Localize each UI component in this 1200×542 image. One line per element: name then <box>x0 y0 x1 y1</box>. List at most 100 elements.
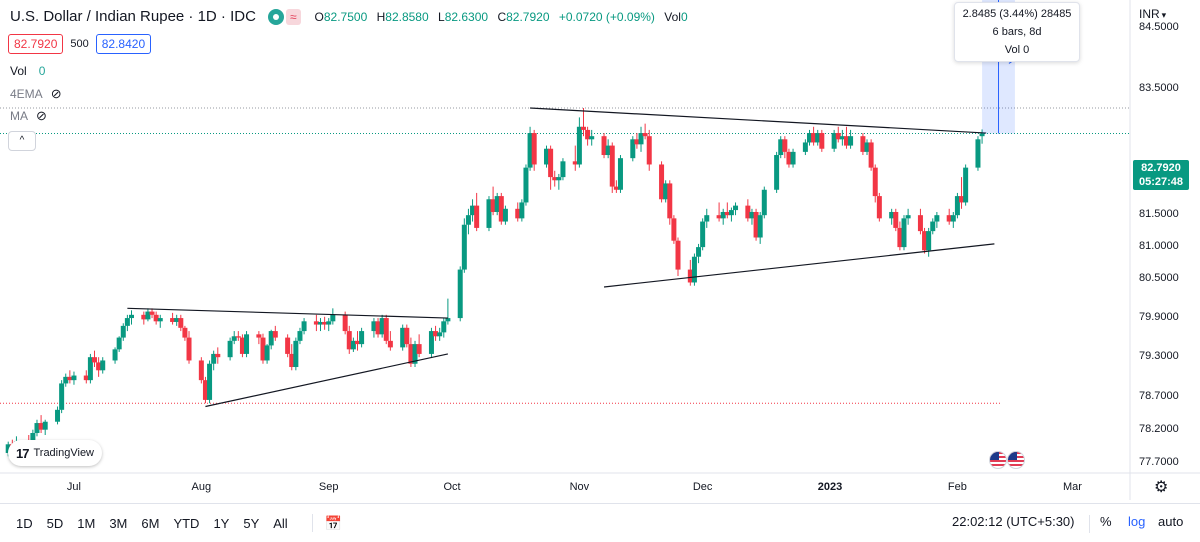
candle[interactable] <box>400 324 406 351</box>
market-open-icon[interactable] <box>267 8 284 25</box>
candle[interactable] <box>839 129 845 146</box>
candle[interactable] <box>318 318 324 332</box>
candle[interactable] <box>153 311 159 325</box>
range-6m-button[interactable]: 6M <box>141 515 160 531</box>
candle[interactable] <box>946 208 952 225</box>
candle[interactable] <box>700 218 706 251</box>
candle[interactable] <box>330 308 336 325</box>
candle[interactable] <box>749 208 755 225</box>
candle[interactable] <box>519 199 525 222</box>
range-3m-button[interactable]: 3M <box>109 515 128 531</box>
candle[interactable] <box>917 208 923 235</box>
candle[interactable] <box>515 202 521 222</box>
candle[interactable] <box>289 344 295 371</box>
candle[interactable] <box>285 334 291 358</box>
candle[interactable] <box>667 180 673 225</box>
candle[interactable] <box>609 142 615 193</box>
gear-icon[interactable]: ⚙ <box>1154 479 1169 496</box>
candle[interactable] <box>901 215 907 251</box>
candle[interactable] <box>268 329 274 350</box>
candle[interactable] <box>297 327 303 345</box>
candle[interactable] <box>235 331 241 341</box>
candle[interactable] <box>178 314 184 332</box>
candle[interactable] <box>202 376 208 404</box>
candle[interactable] <box>950 211 956 228</box>
candle[interactable] <box>893 208 899 232</box>
candle[interactable] <box>580 108 586 137</box>
candle[interactable] <box>630 136 636 162</box>
candle[interactable] <box>437 327 443 341</box>
chart-plot[interactable] <box>0 0 1200 500</box>
delay-icon[interactable]: ≈ <box>285 8 301 25</box>
candle[interactable] <box>346 325 352 354</box>
candle[interactable] <box>502 205 508 225</box>
candle[interactable] <box>876 192 882 222</box>
candle[interactable] <box>634 133 640 149</box>
trendline-lower-2[interactable] <box>603 243 995 288</box>
candle[interactable] <box>617 155 623 193</box>
candle[interactable] <box>934 211 940 228</box>
eye-off-icon[interactable]: ⊘ <box>50 86 62 101</box>
candle[interactable] <box>404 324 410 348</box>
candle[interactable] <box>301 318 307 335</box>
candle[interactable] <box>864 139 870 156</box>
candle[interactable] <box>379 314 385 338</box>
candle[interactable] <box>71 371 77 385</box>
candle[interactable] <box>843 126 849 149</box>
candle[interactable] <box>790 148 796 168</box>
auto-scale-button[interactable]: auto <box>1158 514 1184 529</box>
candle[interactable] <box>544 145 550 168</box>
candle[interactable] <box>905 208 911 225</box>
tradingview-logo[interactable]: 17 TradingView <box>8 440 103 466</box>
candle[interactable] <box>124 314 130 332</box>
candle[interactable] <box>720 208 726 225</box>
candle[interactable] <box>428 327 434 358</box>
range-5d-button[interactable]: 5D <box>46 515 64 531</box>
candle[interactable] <box>691 253 697 286</box>
candle[interactable] <box>527 126 533 171</box>
candle[interactable] <box>182 325 188 341</box>
candle[interactable] <box>486 196 492 232</box>
candle[interactable] <box>868 139 874 171</box>
candle[interactable] <box>128 310 134 325</box>
range-all-button[interactable]: All <box>273 515 288 531</box>
candle[interactable] <box>663 180 669 203</box>
candle[interactable] <box>313 314 319 332</box>
candle[interactable] <box>872 164 878 203</box>
eye-off-icon[interactable]: ⊘ <box>36 108 47 123</box>
candle[interactable] <box>474 192 480 232</box>
range-1m-button[interactable]: 1M <box>77 515 96 531</box>
candle[interactable] <box>186 331 192 364</box>
candle[interactable] <box>416 334 422 358</box>
candle[interactable] <box>264 344 270 364</box>
candle[interactable] <box>441 318 447 338</box>
candle[interactable] <box>811 126 817 146</box>
candle[interactable] <box>231 331 237 345</box>
candle[interactable] <box>659 161 665 203</box>
sell-button[interactable]: 82.7920 <box>8 34 64 54</box>
candle[interactable] <box>572 145 578 171</box>
range-ytd-button[interactable]: YTD <box>173 515 200 531</box>
candle[interactable] <box>461 218 467 273</box>
candle[interactable] <box>170 312 176 325</box>
candle[interactable] <box>256 331 262 345</box>
candle[interactable] <box>100 357 106 374</box>
candle[interactable] <box>802 139 808 156</box>
candle[interactable] <box>576 117 582 168</box>
candle[interactable] <box>198 357 204 384</box>
candle[interactable] <box>835 126 841 143</box>
candle[interactable] <box>585 126 591 146</box>
candle[interactable] <box>761 186 767 219</box>
candle[interactable] <box>63 373 69 387</box>
candle[interactable] <box>239 334 245 358</box>
collapse-legend-button[interactable]: ^ <box>8 131 36 151</box>
candle[interactable] <box>523 164 529 206</box>
candle[interactable] <box>371 318 377 338</box>
candle[interactable] <box>745 199 751 222</box>
candle[interactable] <box>120 323 126 341</box>
candle[interactable] <box>149 308 155 319</box>
candle[interactable] <box>387 331 393 351</box>
candle[interactable] <box>211 350 217 371</box>
candle[interactable] <box>498 192 504 225</box>
candle[interactable] <box>560 158 566 181</box>
